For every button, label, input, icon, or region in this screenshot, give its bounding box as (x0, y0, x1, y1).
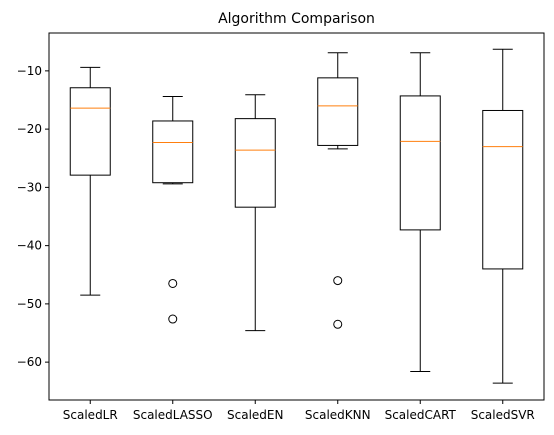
outlier-point (168, 278, 178, 288)
x-axis: ScaledLR ScaledLASSO ScaledEN ScaledKNN Scal… (63, 400, 535, 422)
plot-frame (48, 32, 545, 401)
boxplot-ScaledKNN (317, 52, 359, 329)
x-tick-label: ScaledEN (227, 408, 283, 422)
y-tick-label: −60 (17, 355, 42, 369)
chart-title: Algorithm Comparison (218, 11, 375, 27)
x-tick-label: ScaledLR (63, 408, 118, 422)
y-tick-label: −20 (17, 122, 42, 136)
box-iqr (234, 118, 276, 208)
y-tick-label: −40 (17, 239, 42, 253)
outlier-point (333, 319, 343, 329)
boxplots (69, 48, 524, 384)
y-axis: −10 −20 −30 −40 −50 −60 (17, 64, 49, 369)
box-iqr (399, 95, 441, 231)
boxplot-ScaledEN (234, 94, 276, 332)
x-tick-label: ScaledLASSO (133, 408, 213, 422)
y-tick-label: −50 (17, 297, 42, 311)
x-tick-label: ScaledKNN (305, 408, 371, 422)
y-tick-label: −30 (17, 180, 42, 194)
outlier-point (168, 314, 178, 324)
boxplot-ScaledCART (399, 52, 441, 372)
outlier-point (333, 276, 343, 286)
box-iqr (317, 77, 359, 146)
box-iqr (69, 87, 111, 176)
boxplot-ScaledSVR (482, 48, 524, 384)
box-iqr (152, 120, 194, 184)
plot-area (49, 33, 544, 400)
boxplot-ScaledLASSO (152, 95, 194, 324)
boxplot-ScaledLR (69, 66, 111, 296)
x-tick-label: ScaledSVR (471, 408, 535, 422)
y-tick-label: −10 (17, 64, 42, 78)
x-tick-label: ScaledCART (385, 408, 457, 422)
box-iqr (482, 109, 524, 270)
